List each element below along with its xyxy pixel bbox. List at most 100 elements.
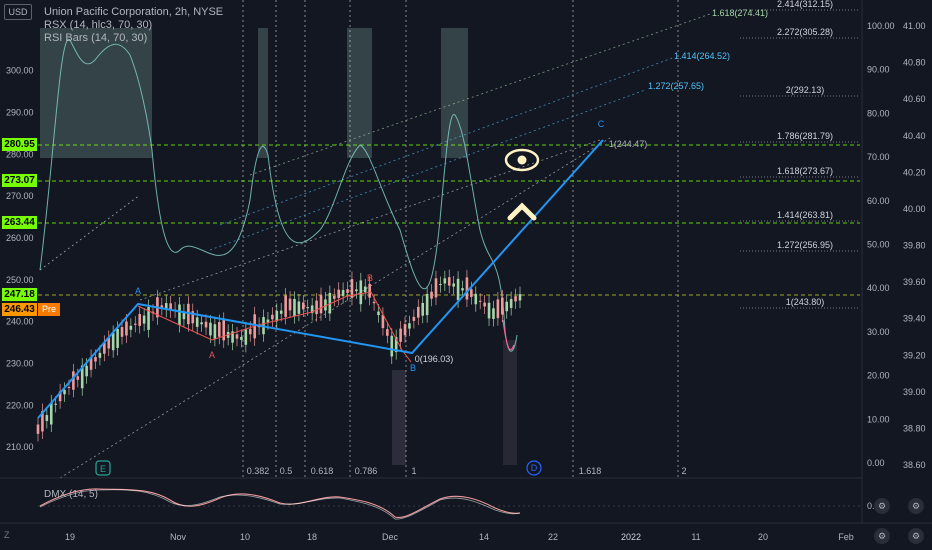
candle-body: [394, 337, 398, 353]
gear-icon[interactable]: ⚙: [874, 498, 890, 514]
rsi-tick-0: 41.00: [903, 21, 926, 31]
rsi-tick-5: 40.00: [903, 204, 926, 214]
time-label-4: Dec: [382, 532, 399, 542]
candle-body: [45, 415, 49, 421]
marker-e[interactable]: [95, 460, 111, 476]
candle-body: [129, 325, 133, 330]
scale-icon[interactable]: ⚙: [908, 528, 924, 544]
dmx-legend[interactable]: DMX (14, 5): [44, 489, 98, 500]
candle-body: [231, 331, 234, 343]
candle-body: [377, 311, 380, 316]
wave-label-a-red: A: [209, 350, 215, 360]
candle-body: [302, 302, 305, 310]
candle-body: [509, 299, 513, 308]
chart-text-layer: 210.00220.00230.00240.00250.00260.00270.…: [6, 0, 926, 542]
rsx-tick-6: 40.00: [867, 283, 890, 293]
fib-ext-label-3: 1.786(281.79): [777, 131, 833, 141]
legend-rsi-bars[interactable]: RSI Bars (14, 70, 30): [44, 32, 148, 44]
candle-body: [275, 310, 279, 322]
candle-body: [465, 277, 469, 300]
candle-body: [76, 376, 80, 380]
currency-badge[interactable]: USD: [4, 4, 32, 20]
rsi-tick-2: 40.60: [903, 94, 926, 104]
settings-icon[interactable]: ⚙: [908, 498, 924, 514]
fib-time-label-3: 0.786: [355, 466, 378, 476]
candle-body: [399, 328, 402, 342]
legend-symbol[interactable]: Union Pacific Corporation, 2h, NYSE: [44, 6, 224, 18]
channel-line-1618: [249, 13, 711, 176]
price-tick-7: 280.00: [6, 149, 34, 159]
timezone-icon[interactable]: ⚙: [874, 528, 890, 544]
candle-body: [341, 290, 345, 296]
candle-body: [359, 280, 363, 305]
marker-d-label: D: [531, 463, 538, 473]
price-tick-5: 260.00: [6, 233, 34, 243]
price-tick-9: 300.00: [6, 66, 34, 76]
candle-body: [297, 301, 301, 314]
candle-body: [218, 322, 221, 337]
rsx-tick-7: 30.00: [867, 327, 890, 337]
candle-body: [266, 319, 270, 323]
rsi-tick-1: 40.80: [903, 58, 926, 68]
candle-body: [332, 295, 336, 299]
candle-body: [381, 314, 385, 329]
rsi-tick-12: 38.60: [903, 460, 926, 470]
price-label-273-07: 273.07: [2, 174, 37, 187]
time-label-1: Nov: [170, 532, 187, 542]
marker-d[interactable]: [526, 460, 542, 476]
fib-time-label-4: 1: [411, 466, 416, 476]
candle-body: [222, 319, 226, 341]
candle-body: [324, 299, 327, 311]
price-level-lines: [38, 144, 860, 296]
candle-body: [138, 314, 142, 326]
candle-body: [235, 334, 239, 339]
candle-body: [421, 302, 425, 316]
candle-body: [94, 357, 97, 362]
candle-body: [284, 295, 287, 317]
rsx-tick-8: 20.00: [867, 371, 890, 381]
marker-e-label: E: [100, 464, 106, 474]
candle-body: [36, 424, 40, 434]
candle-body: [452, 283, 455, 287]
candle-body: [487, 302, 491, 319]
candle-body: [430, 291, 433, 299]
channel-line-left: [39, 194, 141, 271]
fib-time-label-5: 1.618: [579, 466, 602, 476]
candle-body: [514, 296, 517, 302]
rsi-tick-8: 39.40: [903, 314, 926, 324]
candle-body: [505, 301, 509, 312]
channel-line-1414: [219, 56, 676, 226]
rsx-zone-4: [441, 28, 468, 158]
candle-body: [496, 299, 500, 319]
candle-body: [288, 298, 292, 311]
rsi-tick-7: 39.60: [903, 277, 926, 287]
rsx-zone-1: [40, 28, 152, 158]
candle-body: [67, 387, 71, 389]
rsi-tick-10: 39.00: [903, 387, 926, 397]
candle-body: [416, 306, 420, 318]
candle-body: [240, 336, 243, 340]
premarket-badge: Pre: [38, 303, 60, 316]
rsx-tick-2: 80.00: [867, 108, 890, 118]
candle-body: [147, 307, 150, 330]
zoom-icon[interactable]: Z: [4, 530, 10, 540]
candle-body: [98, 352, 102, 358]
wave-label-b-blue: B: [410, 363, 416, 373]
candle-body: [54, 403, 57, 405]
candle-body: [315, 300, 318, 315]
rsx-overbought-zones: [40, 28, 517, 465]
rsx-tick-5: 50.00: [867, 240, 890, 250]
candle-body: [80, 365, 84, 389]
candle-body: [478, 300, 482, 302]
legend-rsx[interactable]: RSX (14, hlc3, 70, 30): [44, 19, 153, 31]
candle-body: [456, 278, 460, 301]
rsx-tick-9: 10.00: [867, 414, 890, 424]
time-label-8: 11: [691, 532, 700, 542]
time-label-5: 14: [479, 532, 489, 542]
fib-ext-label-6: 1.272(256.95): [777, 240, 833, 250]
price-tick-4: 250.00: [6, 275, 34, 285]
price-tick-3: 240.00: [6, 317, 34, 327]
candle-body: [310, 305, 314, 314]
